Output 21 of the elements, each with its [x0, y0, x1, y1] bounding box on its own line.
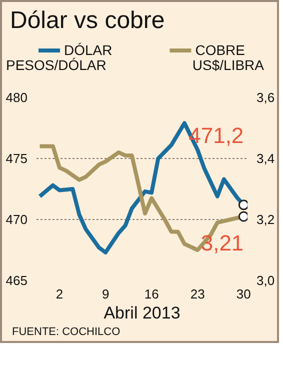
x-tick-label: 9: [102, 286, 110, 302]
x-tick-label: 16: [144, 286, 159, 302]
x-tick-label: 30: [236, 286, 251, 302]
y-tick-label: 480: [6, 90, 28, 106]
y-tick-label: 470: [6, 212, 28, 228]
y2-tick-label: 3,4: [256, 151, 275, 166]
y2-tick-label: 3,6: [256, 90, 275, 106]
y2-tick-label: 3,0: [256, 273, 275, 288]
legend-label: DÓLAR: [64, 42, 112, 58]
y-axis-title: PESOS/DÓLAR: [6, 57, 106, 74]
source-note: FUENTE: COCHILCO: [12, 325, 120, 340]
x-tick-label: 23: [190, 286, 205, 302]
x-axis-title: Abril 2013: [104, 304, 180, 323]
legend-label: COBRE: [195, 42, 245, 58]
annotation: 3,21: [200, 230, 244, 256]
y2-axis-title: US$/LIBRA: [192, 57, 264, 74]
x-tick-label: 2: [56, 286, 64, 302]
chart-title: Dólar vs cobre: [10, 6, 165, 36]
y2-tick-label: 3,2: [256, 212, 275, 228]
y-tick-label: 465: [6, 273, 28, 288]
y-tick-label: 475: [6, 151, 28, 166]
